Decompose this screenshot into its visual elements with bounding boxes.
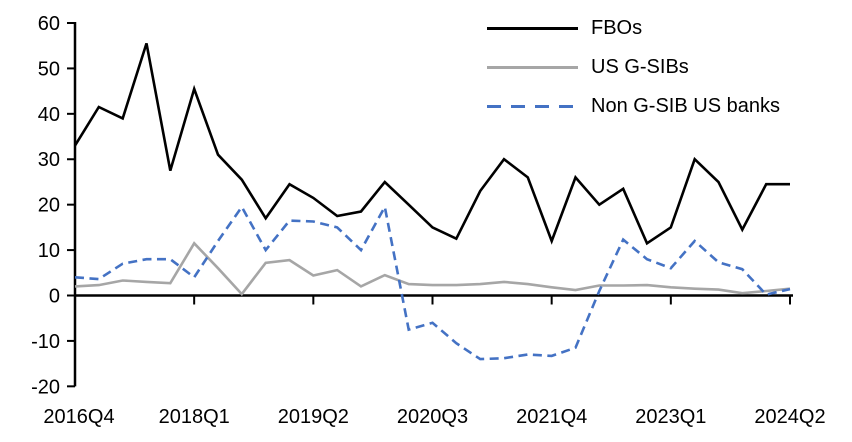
series-line-us-g-sibs — [74, 241, 791, 297]
legend-label: FBOs — [591, 17, 643, 39]
x-tick-label: 2020Q3 — [397, 406, 468, 428]
y-tick-label: 50 — [38, 58, 60, 80]
y-tick-label: -20 — [31, 376, 60, 398]
y-tick-label: 30 — [38, 149, 60, 171]
x-tick-label: 2023Q1 — [635, 406, 706, 428]
us-gsibs-line-swatch — [487, 66, 578, 69]
series-line-non-g-sib-us-banks — [74, 203, 791, 361]
non-gsib-line-swatch — [487, 105, 578, 108]
legend-label: US G-SIBs — [591, 56, 689, 78]
y-tick-label: 20 — [38, 195, 60, 217]
x-tick-label: 2024Q2 — [754, 406, 825, 428]
x-tick-label: 2018Q1 — [159, 406, 230, 428]
series-line-fbos — [73, 43, 790, 246]
x-tick-label: 2016Q4 — [43, 406, 114, 428]
fbos-line-swatch — [487, 27, 578, 30]
legend-label: Non G-SIB US banks — [591, 95, 780, 117]
y-tick-label: 60 — [38, 13, 60, 35]
legend-item-us-gsibs: US G-SIBs — [487, 48, 780, 87]
legend-item-fbos: FBOs — [487, 9, 780, 48]
legend-item-non-gsib: Non G-SIB US banks — [487, 87, 780, 126]
legend: FBOs US G-SIBs Non G-SIB US banks — [487, 9, 780, 126]
x-tick-label: 2019Q2 — [278, 406, 349, 428]
x-tick-label: 2021Q4 — [516, 406, 587, 428]
y-tick-label: 0 — [49, 286, 60, 308]
y-tick-label: 40 — [38, 104, 60, 126]
y-tick-label: -10 — [31, 331, 60, 353]
y-tick-label: 10 — [38, 240, 60, 262]
